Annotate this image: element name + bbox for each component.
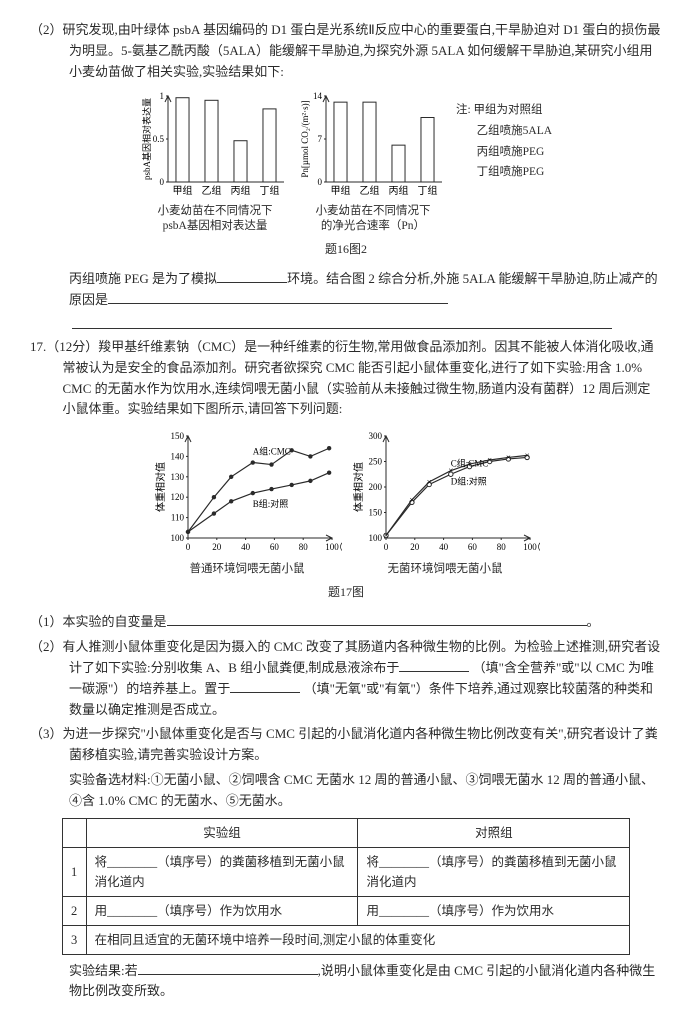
svg-text:80: 80 [497,542,507,552]
svg-text:7: 7 [317,134,322,144]
svg-text:130: 130 [171,472,185,482]
svg-text:丁组: 丁组 [259,184,279,197]
q17-result: 实验结果:若,说明小鼠体重变化是由 CMC 引起的小鼠消化道内各种微生物比例改变… [30,961,662,1003]
svg-text:300: 300 [369,431,383,441]
svg-text:D组:对照: D组:对照 [451,476,487,487]
svg-text:乙组: 乙组 [359,184,379,197]
q16-legend: 注: 甲组为对照组乙组喷施5ALA丙组喷施PEG丁组喷施PEG [456,100,552,183]
svg-text:250: 250 [369,457,383,467]
q16-fig-label: 题16图2 [30,240,662,259]
svg-text:100: 100 [369,533,383,543]
svg-text:200: 200 [369,482,383,492]
svg-text:A组:CMC: A组:CMC [253,446,291,457]
q16-chart1-caption: 小麦幼苗在不同情况下psbA基因相对表达量 [157,204,272,234]
svg-text:B组:对照: B组:对照 [253,498,289,509]
svg-text:1: 1 [159,91,164,101]
q16-blank1 [217,282,287,283]
q17-p3-t1: （3）为进一步探究"小鼠体重变化是否与 CMC 引起的小鼠消化道内各种微生物比例… [30,724,662,766]
q17-table: 实验组对照组1将________（填序号）的粪菌移植到无菌小鼠消化道内将____… [62,818,631,955]
q17-result-pre: 实验结果:若 [69,963,138,978]
q16-chart2-caption: 小麦幼苗在不同情况下的净光合速率（Pn） [315,204,430,234]
svg-text:40: 40 [439,542,449,552]
q17-chartL: 100110120130140150020406080100（天）体重相对值A组… [152,428,342,577]
q17-chartL-caption: 普通环境饲喂无菌小鼠 [190,562,305,577]
svg-text:20: 20 [410,542,420,552]
svg-text:×: × [487,455,492,465]
q17-chartL-svg: 100110120130140150020406080100（天）体重相对值A组… [152,428,342,558]
svg-text:120: 120 [171,492,185,502]
svg-text:（天）: （天） [334,542,342,552]
svg-text:×: × [448,466,453,476]
q16-ans-p1: 丙组喷施 PEG 是为了模拟 [69,271,217,286]
q16-charts-row: 00.51甲组乙组丙组丁组psbA基因相对表达量 小麦幼苗在不同情况下psbA基… [30,90,662,234]
svg-text:110: 110 [171,513,185,523]
svg-text:0: 0 [186,542,191,552]
svg-text:体重相对值: 体重相对值 [154,462,167,512]
q17-p1-text: （1）本实验的自变量是 [30,614,167,629]
q17-charts-row: 100 110 120 130 140 150 0 20 40 60 80 100 （天） 体重相对值 A组… [30,428,662,577]
svg-text:140: 140 [171,452,185,462]
svg-text:丙组: 丙组 [388,184,408,197]
svg-text:14: 14 [313,91,323,101]
svg-text:150: 150 [171,431,185,441]
q17-p3-materials: 实验备选材料:①无菌小鼠、②饲喂含 CMC 无菌水 12 周的普通小鼠、③饲喂无… [30,770,662,812]
svg-text:丙组: 丙组 [230,184,250,197]
svg-text:×: × [427,477,432,487]
q17-chartR-svg: 100150200250300020406080100（天）体重相对值C组:CM… [350,428,540,558]
svg-text:150: 150 [369,508,383,518]
svg-text:Pn[µmol CO₂/(m²·s)]: Pn[µmol CO₂/(m²·s)] [300,101,310,178]
q16-blank3 [72,315,612,329]
q17-p2-blank1 [399,671,469,672]
q17-p2-blank2 [230,692,300,693]
svg-text:×: × [409,495,414,505]
svg-text:psbA基因相对表达量: psbA基因相对表达量 [141,98,152,180]
svg-text:60: 60 [468,542,478,552]
q17-p2: （2）有人推测小鼠体重变化是因为摄入的 CMC 改变了其肠道内各种微生物的比例。… [30,637,662,720]
svg-text:0.5: 0.5 [153,134,165,144]
q17-result-post: ,说明小鼠体重变化是由 CMC 引起的小鼠消化道内各种微生物比例改变所致。 [69,963,655,999]
svg-text:乙组: 乙组 [201,184,221,197]
q16-chart1: 0 0.5 1 甲组乙组丙组丁组 psbA基因相对表达量 小麦幼苗在不同情况下psbA基… [140,90,290,234]
q16-chart2: 0 7 14 甲组乙组丙组丁组 Pn[µmol CO₂/(m²·s)] 小麦幼苗在不同情… [298,90,448,234]
q16-answer-line: 丙组喷施 PEG 是为了模拟环境。结合图 2 综合分析,外施 5ALA 能缓解干… [30,269,662,311]
q16-blank2 [108,303,448,304]
q17-chartR: 100150200250300020406080100（天）体重相对值C组:CM… [350,428,540,577]
q17-fig-label: 题17图 [30,583,662,602]
svg-text:体重相对值: 体重相对值 [352,462,365,512]
svg-text:（天）: （天） [532,542,540,552]
q17-result-blank [138,974,318,975]
svg-text:0: 0 [317,177,322,187]
q16-chart2-svg: 0 7 14 甲组乙组丙组丁组 Pn[µmol CO₂/(m²·s)] [298,90,448,200]
svg-text:甲组: 甲组 [172,184,192,197]
q16-2-text: （2）研究发现,由叶绿体 psbA 基因编码的 D1 蛋白是光系统Ⅱ反应中心的重… [30,20,662,82]
svg-text:×: × [467,459,472,469]
q16-chart1-svg: 0 0.5 1 甲组乙组丙组丁组 psbA基因相对表达量 [140,90,290,200]
svg-text:×: × [525,451,530,461]
svg-text:×: × [506,453,511,463]
svg-text:20: 20 [212,542,222,552]
q17-p1: （1）本实验的自变量是。 [30,612,662,633]
q17-head: 17.（12分）羧甲基纤维素钠（CMC）是一种纤维素的衍生物,常用做食品添加剂。… [30,337,662,420]
svg-text:60: 60 [270,542,280,552]
svg-text:丁组: 丁组 [417,184,437,197]
q17-p1-blank [167,625,587,626]
svg-text:0: 0 [384,542,389,552]
svg-text:100: 100 [171,533,185,543]
svg-text:甲组: 甲组 [330,184,350,197]
svg-text:80: 80 [299,542,309,552]
q17-chartR-caption: 无菌环境饲喂无菌小鼠 [388,562,503,577]
svg-text:40: 40 [241,542,251,552]
svg-text:0: 0 [159,177,164,187]
svg-text:×: × [383,531,388,541]
